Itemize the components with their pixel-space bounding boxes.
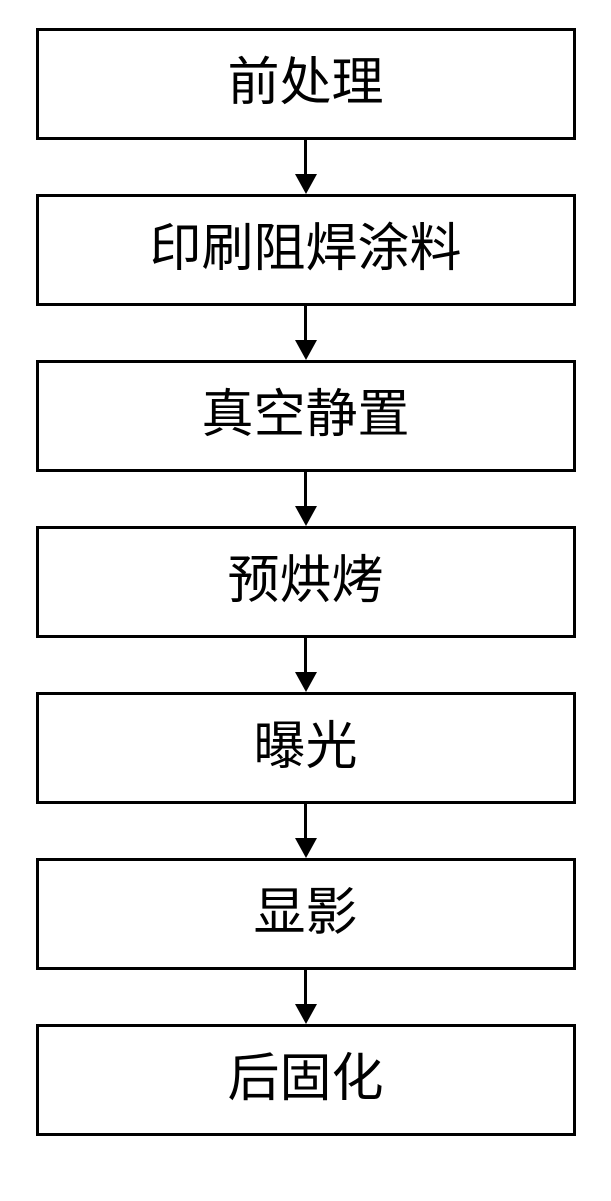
flow-node: 印刷阻焊涂料 xyxy=(36,194,576,306)
arrow-down-icon xyxy=(295,804,317,858)
flow-node-label: 曝光 xyxy=(253,722,357,774)
flow-node-label: 真空静置 xyxy=(201,390,409,442)
arrow-down-icon xyxy=(295,472,317,526)
arrow-down-icon xyxy=(295,638,317,692)
flow-node: 后固化 xyxy=(36,1024,576,1136)
flow-node-label: 印刷阻焊涂料 xyxy=(149,224,461,276)
arrow-down-icon xyxy=(295,306,317,360)
arrow-down-icon xyxy=(295,140,317,194)
flow-node-label: 显影 xyxy=(253,888,357,940)
flow-node: 预烘烤 xyxy=(36,526,576,638)
flow-node: 曝光 xyxy=(36,692,576,804)
flow-node-label: 后固化 xyxy=(227,1054,383,1106)
flow-node-label: 预烘烤 xyxy=(227,556,383,608)
flow-node-label: 前处理 xyxy=(227,58,383,110)
arrow-down-icon xyxy=(295,970,317,1024)
flow-node: 前处理 xyxy=(36,28,576,140)
flow-node: 真空静置 xyxy=(36,360,576,472)
flow-node: 显影 xyxy=(36,858,576,970)
flowchart-container: 前处理 印刷阻焊涂料 真空静置 预烘烤 曝光 显影 后固化 xyxy=(0,0,611,1136)
